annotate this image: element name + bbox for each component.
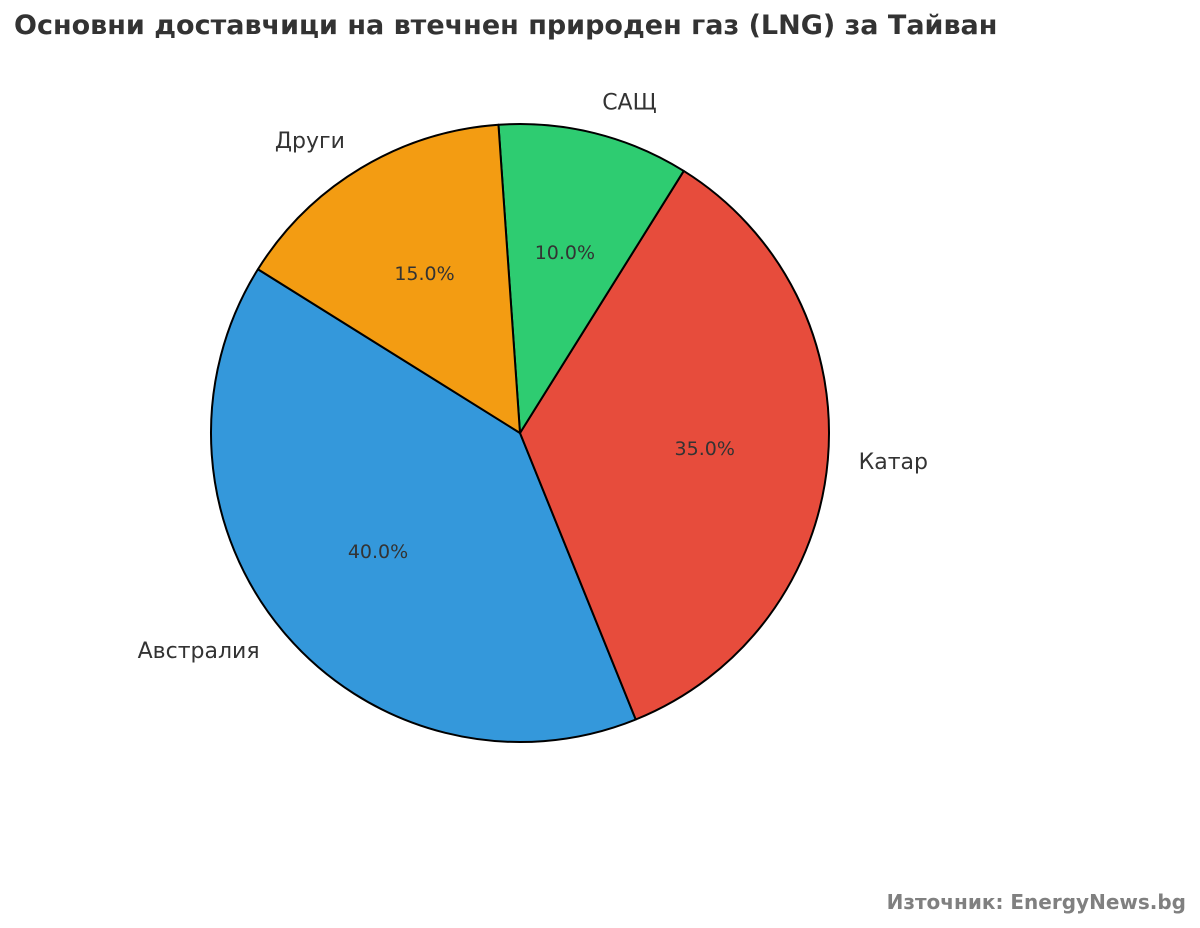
source-note: Източник: EnergyNews.bg (886, 890, 1186, 914)
pie-slice-1-label: Австралия (138, 639, 260, 664)
pie-slice-3-percent: 10.0% (535, 242, 595, 264)
chart-title: Основни доставчици на втечнен природен г… (14, 10, 998, 41)
pie-slice-1 (209, 268, 637, 743)
pie-slice-4-label: Други (275, 129, 345, 154)
pie-labels: 40.0% Австралия 35.0% Катар 10.0% САЩ 15.0% Дру… (138, 91, 928, 664)
pie-slice-3-label: САЩ (602, 91, 656, 116)
pie-slice-2 (519, 169, 830, 721)
pie-slice-1-percent: 40.0% (348, 541, 408, 563)
pie-slice-2-label: Катар (859, 450, 928, 475)
pie-slice-4-percent: 15.0% (394, 263, 454, 285)
pie-slices (209, 123, 830, 743)
pie-slice-3 (497, 123, 685, 434)
pie-slice-4 (256, 123, 521, 434)
pie-slice-2-percent: 35.0% (675, 438, 735, 460)
